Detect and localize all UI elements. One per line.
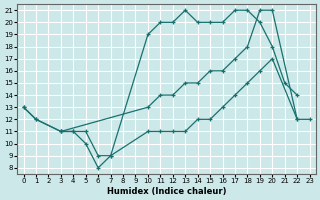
X-axis label: Humidex (Indice chaleur): Humidex (Indice chaleur): [107, 187, 226, 196]
